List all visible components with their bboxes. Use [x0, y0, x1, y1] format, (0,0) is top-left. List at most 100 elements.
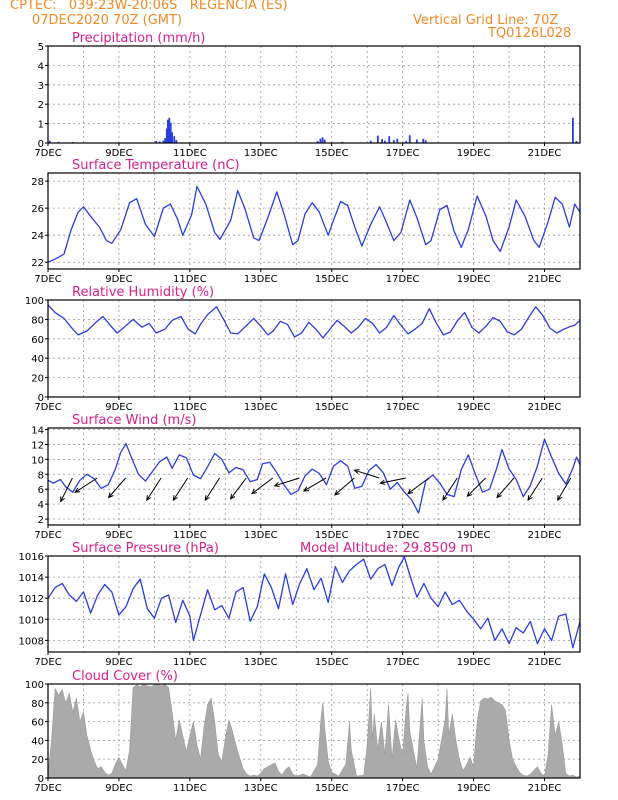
precip-bar [165, 128, 168, 143]
y-tick-label: 1008 [19, 636, 44, 647]
precip-bar [166, 119, 169, 143]
x-tick-label: 11DEC [173, 783, 207, 794]
precip-bar [158, 141, 161, 143]
x-tick-label: 21DEC [528, 148, 562, 159]
y-tick-label: 100 [25, 680, 44, 691]
x-tick-label: 11DEC [173, 657, 207, 668]
x-tick-label: 9DEC [105, 657, 132, 668]
precip-bar [323, 139, 326, 143]
precip-bar [168, 117, 171, 143]
wind-arrow [379, 477, 406, 485]
x-tick-label: 7DEC [34, 657, 61, 668]
wind-arrow [229, 477, 247, 500]
wind-arrow [466, 477, 486, 498]
wind-arrow [527, 477, 543, 502]
precip-title: Precipitation (mm/h) [72, 31, 205, 46]
cloud-title: Cloud Cover (%) [72, 669, 178, 684]
y-tick-label: 2 [38, 515, 44, 526]
y-tick-label: 100 [25, 296, 44, 307]
x-tick-label: 9DEC [105, 148, 132, 159]
precip-bar [384, 140, 386, 143]
x-tick-label: 17DEC [386, 783, 420, 794]
x-tick-label: 7DEC [34, 402, 61, 413]
x-tick-label: 11DEC [173, 402, 207, 413]
precip-bar [175, 140, 178, 143]
y-tick-label: 4 [38, 61, 44, 72]
wind-arrow [442, 477, 458, 502]
temperature-line [47, 185, 581, 263]
y-tick-label: 26 [31, 204, 44, 215]
precip-bar [369, 140, 372, 143]
y-tick-label: 4 [38, 500, 44, 511]
precip-bar [162, 140, 165, 143]
x-tick-label: 13DEC [244, 402, 278, 413]
station-header: CPTEC: 039:23W-20:06S REGENCIA (ES) [10, 0, 288, 13]
precip-bar [169, 122, 172, 143]
wind-arrow [74, 477, 98, 493]
x-tick-label: 11DEC [173, 148, 207, 159]
x-tick-label: 21DEC [528, 274, 562, 285]
wind-title: Surface Wind (m/s) [72, 413, 196, 428]
x-tick-label: 11DEC [173, 274, 207, 285]
precip-bar [408, 135, 411, 143]
panel-precip: Precipitation (mm/h) 0 1 2 3 4 5 7DEC 9DEC 11DEC 1… [34, 31, 581, 159]
y-tick-label: 60 [31, 718, 44, 729]
x-tick-label: 15DEC [315, 402, 349, 413]
x-tick-label: 15DEC [315, 148, 349, 159]
y-tick-label: 0 [38, 139, 44, 150]
x-tick-label: 7DEC [34, 148, 61, 159]
y-tick-label: 8 [38, 470, 44, 481]
precip-bar [376, 135, 379, 143]
y-tick-label: 24 [31, 231, 44, 242]
wind-arrow [204, 477, 221, 502]
precip-bar [164, 138, 166, 143]
y-tick-label: 1010 [19, 615, 44, 626]
precip-bar [319, 138, 322, 143]
panel-cloud: Cloud Cover (%) 0 20 40 60 80 100 7DEC 9DEC 11DEC… [25, 669, 581, 794]
precip-bar [173, 136, 176, 143]
y-tick-label: 40 [31, 736, 44, 747]
wind-arrow [172, 477, 189, 502]
precip-bar [171, 132, 174, 143]
run-date: 07DEC2020 70Z (GMT) [32, 13, 183, 28]
wind-arrow [496, 477, 515, 499]
humidity-title: Relative Humidity (%) [72, 285, 214, 300]
y-tick-label: 10 [31, 455, 44, 466]
y-tick-label: 12 [31, 440, 44, 451]
pressure-line [47, 556, 581, 649]
wind-arrow [334, 477, 355, 496]
x-tick-label: 21DEC [528, 402, 562, 413]
panel-pressure: Surface Pressure (hPa) Model Altitude: 29… [19, 541, 581, 668]
x-tick-label: 21DEC [528, 530, 562, 541]
temperature-title: Surface Temperature (nC) [72, 158, 240, 173]
x-tick-label: 11DEC [173, 530, 207, 541]
pressure-frame [47, 555, 581, 653]
panel-wind: Surface Wind (m/s) 2 4 6 8 10 12 14 7DEC 9DEC 11DE… [31, 413, 581, 541]
y-tick-label: 20 [31, 374, 44, 385]
cloud-cover-area [47, 683, 581, 779]
y-tick-label: 1 [38, 120, 44, 131]
precip-frame [47, 45, 581, 144]
y-tick-label: 20 [31, 755, 44, 766]
wind-arrow [407, 477, 430, 495]
precip-bar [155, 141, 158, 143]
x-tick-label: 19DEC [457, 657, 491, 668]
model-run-id: TQ0126L028 [488, 26, 572, 41]
humidity-line [47, 304, 581, 339]
y-tick-label: 80 [31, 315, 44, 326]
x-tick-label: 7DEC [34, 783, 61, 794]
y-tick-label: 1012 [19, 594, 44, 605]
x-tick-label: 7DEC [34, 274, 61, 285]
y-tick-label: 60 [31, 335, 44, 346]
wind-arrow [302, 477, 327, 492]
pressure-annotation: Model Altitude: 29.8509 m [300, 541, 473, 556]
wind-arrow [146, 477, 162, 502]
x-tick-label: 13DEC [244, 783, 278, 794]
wind-frame [47, 427, 581, 526]
y-tick-label: 1014 [19, 573, 44, 584]
y-tick-label: 1016 [19, 552, 44, 563]
precip-bar [381, 139, 383, 143]
x-tick-label: 15DEC [315, 657, 349, 668]
x-tick-label: 7DEC [34, 530, 61, 541]
